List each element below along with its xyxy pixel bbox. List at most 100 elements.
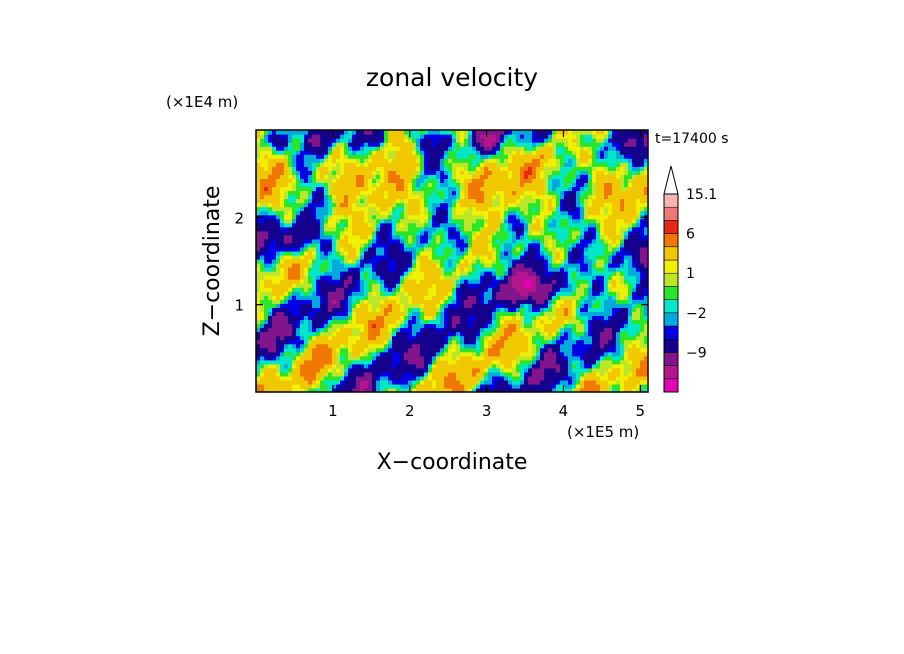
field-cell	[560, 210, 565, 216]
field-cell	[608, 379, 613, 385]
field-cell	[356, 287, 361, 292]
field-cell	[316, 254, 321, 260]
field-cell	[420, 283, 425, 288]
field-cell	[456, 339, 461, 345]
field-cell	[576, 295, 581, 300]
field-cell	[428, 355, 433, 361]
field-cell	[424, 303, 429, 308]
field-cell	[304, 319, 309, 325]
field-cell	[480, 363, 485, 369]
field-cell	[328, 283, 333, 288]
field-cell	[576, 311, 581, 317]
field-cell	[436, 194, 441, 200]
field-cell	[312, 234, 317, 240]
field-cell	[352, 271, 357, 276]
field-cell	[616, 375, 621, 381]
field-cell	[532, 242, 537, 248]
field-cell	[356, 202, 361, 208]
field-cell	[544, 327, 549, 333]
field-cell	[408, 335, 413, 341]
field-cell	[516, 263, 521, 268]
field-cell	[376, 351, 381, 357]
field-cell	[376, 230, 381, 236]
field-cell	[348, 202, 353, 208]
field-cell	[628, 355, 633, 361]
field-cell	[476, 258, 481, 264]
field-cell	[448, 206, 453, 212]
field-cell	[608, 226, 613, 232]
field-cell	[580, 363, 585, 369]
field-cell	[388, 222, 393, 228]
field-cell	[576, 363, 581, 369]
field-cell	[488, 371, 493, 377]
field-cell	[612, 190, 617, 196]
field-cell	[624, 190, 629, 196]
field-cell	[472, 263, 477, 268]
field-cell	[396, 367, 401, 373]
field-cell	[616, 186, 621, 192]
field-cell	[396, 283, 401, 288]
field-cell	[516, 323, 521, 329]
field-cell	[308, 315, 313, 321]
field-cell	[280, 295, 285, 300]
field-cell	[376, 295, 381, 300]
field-cell	[296, 347, 301, 353]
field-cell	[404, 291, 409, 296]
field-cell	[268, 226, 273, 232]
field-cell	[444, 315, 449, 321]
field-cell	[376, 379, 381, 385]
field-cell	[596, 202, 601, 208]
field-cell	[436, 327, 441, 333]
field-cell	[320, 234, 325, 240]
field-cell	[408, 291, 413, 296]
field-cell	[512, 279, 517, 284]
field-cell	[344, 271, 349, 276]
field-cell	[612, 250, 617, 256]
field-cell	[460, 283, 465, 288]
field-cell	[524, 202, 529, 208]
field-cell	[280, 335, 285, 341]
field-cell	[584, 331, 589, 337]
field-cell	[464, 210, 469, 216]
field-cell	[280, 315, 285, 321]
field-cell	[512, 275, 517, 280]
field-cell	[368, 283, 373, 288]
field-cell	[272, 214, 277, 220]
field-cell	[284, 222, 289, 228]
field-cell	[592, 303, 597, 308]
field-cell	[472, 218, 477, 224]
field-cell	[400, 210, 405, 216]
field-cell	[288, 287, 293, 292]
field-cell	[616, 291, 621, 296]
field-cell	[440, 230, 445, 236]
field-cell	[292, 254, 297, 260]
field-cell	[524, 186, 529, 192]
chart-title: zonal velocity	[366, 63, 538, 92]
field-cell	[412, 214, 417, 220]
field-cell	[276, 371, 281, 377]
field-cell	[524, 319, 529, 325]
field-cell	[492, 323, 497, 329]
field-cell	[504, 263, 509, 268]
field-cell	[520, 375, 525, 381]
field-cell	[544, 343, 549, 349]
field-cell	[444, 206, 449, 212]
field-cell	[420, 210, 425, 216]
field-cell	[524, 327, 529, 333]
field-cell	[620, 279, 625, 284]
field-cell	[368, 194, 373, 200]
field-cell	[596, 283, 601, 288]
field-cell	[620, 254, 625, 260]
field-cell	[504, 363, 509, 369]
field-cell	[592, 250, 597, 256]
field-cell	[284, 335, 289, 341]
field-cell	[484, 299, 489, 304]
field-cell	[332, 267, 337, 272]
field-cell	[448, 186, 453, 192]
field-cell	[572, 327, 577, 333]
field-cell	[284, 250, 289, 256]
field-cell	[272, 279, 277, 284]
field-cell	[388, 275, 393, 280]
field-cell	[520, 387, 525, 392]
field-cell	[532, 343, 537, 349]
